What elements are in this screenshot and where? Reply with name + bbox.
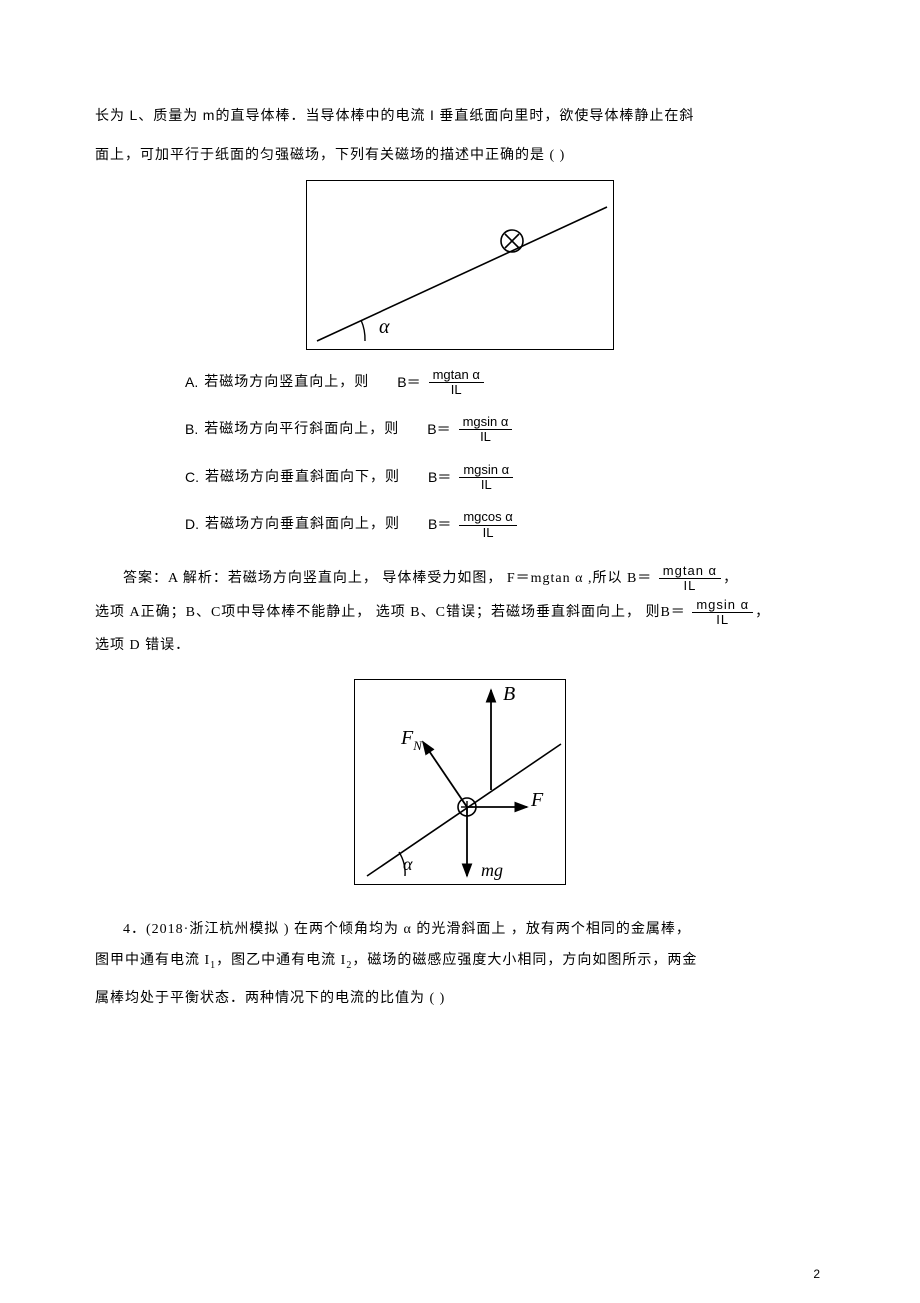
angle-arc bbox=[361, 320, 365, 341]
page-number: 2 bbox=[813, 1267, 820, 1281]
q4-line1: 4．(2018·浙江杭州模拟 ) 在两个倾角均为 α 的光滑斜面上 ，放有两个相… bbox=[95, 915, 825, 946]
option-text: 若磁场方向垂直斜面向上，则 bbox=[205, 515, 400, 535]
t: 垂直纸面向里时，欲使导体棒静止在斜 bbox=[435, 109, 695, 124]
eq-left: B＝ bbox=[428, 515, 451, 535]
option-letter: A. bbox=[185, 373, 198, 393]
label-b: B bbox=[503, 683, 515, 705]
answer-p1b: ， bbox=[723, 571, 738, 586]
answer-p2b: ， bbox=[755, 605, 770, 620]
numerator: mgtan α bbox=[429, 368, 484, 383]
eq-left: B＝ bbox=[428, 468, 451, 488]
denominator: IL bbox=[477, 478, 496, 492]
t: 图甲中通有电流 I bbox=[95, 953, 210, 968]
option-d: D. 若磁场方向垂直斜面向上，则 B＝ mgcos α IL bbox=[185, 510, 825, 540]
answer-frac1: mgtan α IL bbox=[659, 564, 721, 594]
numerator: mgsin α bbox=[459, 463, 513, 478]
denominator: IL bbox=[712, 613, 733, 627]
figure-2: B F FN mg α bbox=[95, 679, 825, 885]
numerator: mgcos α bbox=[459, 510, 516, 525]
figure-2-svg: B F FN mg α bbox=[355, 680, 567, 886]
eq-left: B＝ bbox=[397, 373, 420, 393]
label-fn: FN bbox=[400, 727, 423, 753]
answer-p2a: 选项 A正确；B、C项中导体棒不能静止， 选项 B、C错误；若磁场垂直斜面向上，… bbox=[95, 605, 686, 620]
denominator: IL bbox=[447, 383, 466, 397]
label-alpha: α bbox=[403, 854, 413, 874]
fraction: mgsin α IL bbox=[459, 463, 513, 493]
figure-1-box: α bbox=[306, 180, 614, 350]
figure-2-box: B F FN mg α bbox=[354, 679, 566, 885]
option-text: 若磁场方向垂直斜面向下，则 bbox=[205, 468, 400, 488]
numerator: mgsin α bbox=[459, 415, 513, 430]
label-mg: mg bbox=[481, 860, 503, 880]
answer-block: 答案：A 解析：若磁场方向竖直向上， 导体棒受力如图， F＝mgtan α ,所… bbox=[95, 562, 825, 663]
intro-line1: 长为 L、质量为 m的直导体棒．当导体棒中的电流 I 垂直纸面向里时，欲使导体棒… bbox=[95, 100, 825, 133]
option-text: 若磁场方向平行斜面向上，则 bbox=[204, 420, 399, 440]
fraction: mgsin α IL bbox=[459, 415, 513, 445]
denominator: IL bbox=[680, 579, 701, 593]
option-letter: B. bbox=[185, 420, 198, 440]
t: L bbox=[130, 107, 139, 123]
answer-frac2-wrap: mgsin α IL ， bbox=[690, 605, 770, 620]
option-text: 若磁场方向竖直向上，则 bbox=[204, 373, 369, 393]
option-b: B. 若磁场方向平行斜面向上，则 B＝ mgsin α IL bbox=[185, 415, 825, 445]
answer-frac2: mgsin α IL bbox=[692, 598, 753, 628]
q4-line3: 属棒均处于平衡状态．两种情况下的电流的比值为 ( ) bbox=[95, 984, 825, 1015]
t: 、质量为 bbox=[138, 109, 203, 124]
eq-left: B＝ bbox=[427, 420, 450, 440]
option-a: A. 若磁场方向竖直向上，则 B＝ mgtan α IL bbox=[185, 368, 825, 398]
fraction: mgtan α IL bbox=[429, 368, 484, 398]
fraction: mgcos α IL bbox=[459, 510, 516, 540]
intro-line2: 面上，可加平行于纸面的匀强磁场，下列有关磁场的描述中正确的是 ( ) bbox=[95, 141, 825, 172]
arrow-fn bbox=[423, 742, 467, 807]
q4-line2: 图甲中通有电流 I1，图乙中通有电流 I2，磁场的磁感应强度大小相同，方向如图所… bbox=[95, 946, 825, 977]
t: 长为 bbox=[95, 109, 130, 124]
t: 的直导体棒．当导体棒中的电流 bbox=[215, 109, 430, 124]
numerator: mgsin α bbox=[692, 598, 753, 613]
figure-1: α bbox=[95, 180, 825, 350]
t: ，图乙中通有电流 I bbox=[216, 953, 346, 968]
figure-1-svg: α bbox=[307, 181, 615, 351]
denominator: IL bbox=[479, 526, 498, 540]
t: ，磁场的磁感应强度大小相同，方向如图所示，两金 bbox=[352, 953, 697, 968]
answer-p1a: 答案：A 解析：若磁场方向竖直向上， 导体棒受力如图， F＝mgtan α ,所… bbox=[123, 571, 652, 586]
answer-frac1-wrap: mgtan α IL ， bbox=[657, 571, 738, 586]
option-c: C. 若磁场方向垂直斜面向下，则 B＝ mgsin α IL bbox=[185, 463, 825, 493]
denominator: IL bbox=[476, 430, 495, 444]
t: m bbox=[203, 107, 216, 123]
answer-p3: 选项 D 错误． bbox=[95, 638, 190, 653]
option-letter: C. bbox=[185, 468, 199, 488]
label-f: F bbox=[530, 789, 544, 811]
alpha-label: α bbox=[379, 316, 390, 338]
option-letter: D. bbox=[185, 515, 199, 535]
numerator: mgtan α bbox=[659, 564, 721, 579]
incline-line bbox=[317, 207, 607, 341]
